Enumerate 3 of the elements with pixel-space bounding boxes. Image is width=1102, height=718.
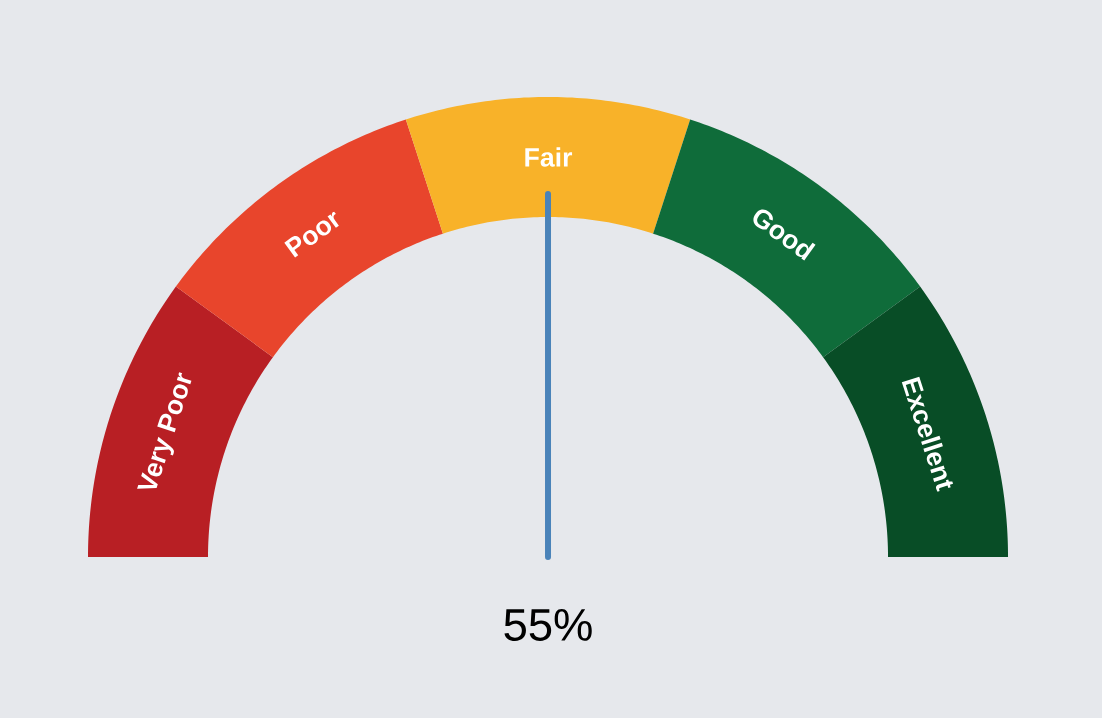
- text: 55%: [504, 609, 592, 641]
- slice-label: Very Poor: [137, 372, 192, 489]
- slice-label: Fair: [525, 147, 573, 167]
